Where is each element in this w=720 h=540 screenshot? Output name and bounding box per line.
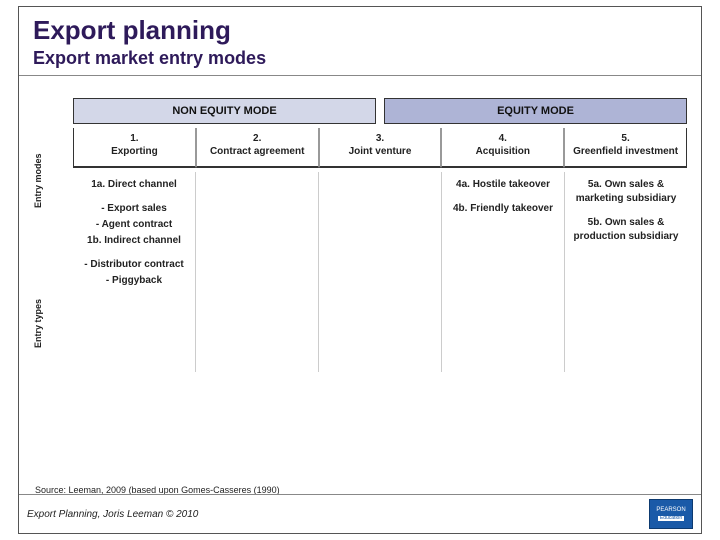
page-subtitle: Export market entry modes <box>33 48 687 69</box>
page-title: Export planning <box>33 15 687 46</box>
non-equity-mode-header: NON EQUITY MODE <box>73 98 376 124</box>
entry-mode-num: 3. <box>322 132 439 145</box>
entry-mode-acquisition: 4. Acquisition <box>441 128 564 168</box>
side-label-entry-modes: Entry modes <box>33 153 43 208</box>
entry-mode-num: 2. <box>199 132 316 145</box>
entry-types-col-4: 4a. Hostile takeover 4b. Friendly takeov… <box>442 172 565 372</box>
entry-types-col-5: 5a. Own sales & marketing subsidiary 5b.… <box>565 172 687 372</box>
side-label-entry-types: Entry types <box>33 299 43 348</box>
pearson-logo: PEARSON Education <box>649 499 693 529</box>
entry-modes-row: 1. Exporting 2. Contract agreement 3. Jo… <box>73 128 687 168</box>
entry-mode-num: 1. <box>76 132 193 145</box>
entry-mode-label: Joint venture <box>322 145 439 158</box>
type-1b-sub-1: - Distributor contract <box>77 258 191 272</box>
entry-mode-num: 4. <box>444 132 561 145</box>
entry-mode-label: Greenfield investment <box>567 145 684 158</box>
entry-types-row: 1a. Direct channel - Export sales - Agen… <box>73 172 687 372</box>
content-area: Entry modes Entry types NON EQUITY MODE … <box>19 78 701 372</box>
entry-mode-joint-venture: 3. Joint venture <box>319 128 442 168</box>
footer-text: Export Planning, Joris Leeman © 2010 <box>27 509 198 520</box>
entry-types-col-1: 1a. Direct channel - Export sales - Agen… <box>73 172 196 372</box>
entry-types-col-3 <box>319 172 442 372</box>
entry-mode-greenfield: 5. Greenfield investment <box>564 128 687 168</box>
type-5b: 5b. Own sales & production subsidiary <box>569 216 683 244</box>
entry-mode-label: Contract agreement <box>199 145 316 158</box>
type-1b-head: 1b. Indirect channel <box>77 234 191 248</box>
entry-mode-contract: 2. Contract agreement <box>196 128 319 168</box>
equity-mode-header: EQUITY MODE <box>384 98 687 124</box>
header: Export planning Export market entry mode… <box>19 7 701 76</box>
slide-frame: Export planning Export market entry mode… <box>18 6 702 534</box>
footer: Export Planning, Joris Leeman © 2010 PEA… <box>19 494 701 533</box>
logo-bottom-text: Education <box>658 516 684 522</box>
entry-mode-exporting: 1. Exporting <box>73 128 196 168</box>
type-1a-sub-2: - Agent contract <box>77 218 191 232</box>
logo-top-text: PEARSON <box>656 507 685 514</box>
type-1a-head: 1a. Direct channel <box>77 178 191 192</box>
entry-mode-label: Exporting <box>76 145 193 158</box>
type-1a-sub-1: - Export sales <box>77 202 191 216</box>
entry-mode-num: 5. <box>567 132 684 145</box>
entry-types-col-2 <box>196 172 319 372</box>
type-5a: 5a. Own sales & marketing subsidiary <box>569 178 683 206</box>
entry-mode-label: Acquisition <box>444 145 561 158</box>
type-1b-sub-2: - Piggyback <box>77 274 191 288</box>
type-4b: 4b. Friendly takeover <box>446 202 560 216</box>
mode-header-row: NON EQUITY MODE EQUITY MODE <box>73 98 687 124</box>
type-4a: 4a. Hostile takeover <box>446 178 560 192</box>
